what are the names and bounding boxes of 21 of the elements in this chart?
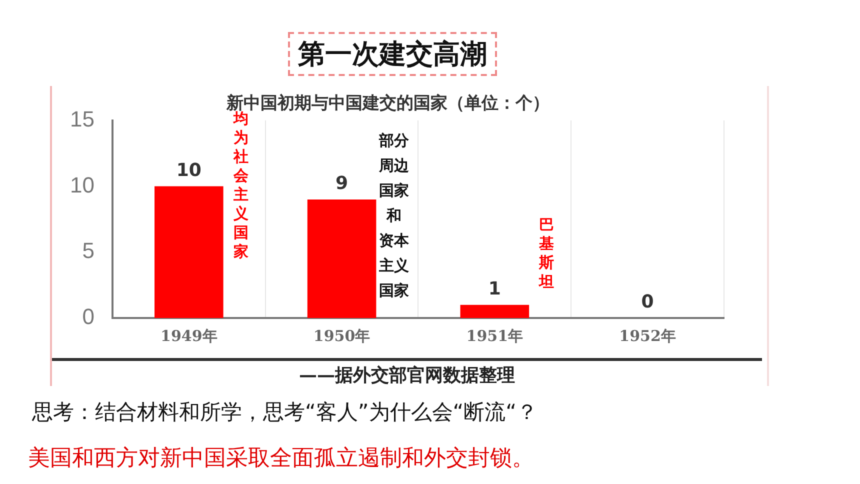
data-label: 0 — [641, 292, 654, 313]
x-tick-label: 1951年 — [466, 326, 524, 345]
bar — [307, 199, 376, 318]
data-label: 10 — [176, 160, 202, 181]
chart-title: 第一次建交高潮 — [288, 32, 497, 76]
y-tick-label: 0 — [82, 304, 94, 330]
y-tick-label: 5 — [82, 238, 94, 264]
annotation: 巴基斯坦 — [538, 215, 554, 290]
text: 美国和西方对新中国采取全面孤立遏制和外交封锁。 — [28, 445, 534, 473]
text: 思考：结合材料和所学，思考“客人”为什么会“断流“？ — [32, 399, 538, 426]
y-tick-label: 15 — [70, 106, 94, 132]
x-tick-label: 1949年 — [160, 326, 218, 345]
text: ——据外交部官网数据整理 — [52, 358, 762, 387]
y-tick-label: 10 — [70, 172, 94, 198]
data-label: 1 — [488, 278, 501, 300]
data-label: 9 — [336, 173, 348, 194]
bar — [460, 304, 530, 318]
bar — [154, 186, 224, 318]
x-tick-label: 1950年 — [313, 326, 370, 345]
x-tick-label: 1952年 — [619, 326, 676, 345]
annotation: 部分周边国家和资本主义国家 — [378, 131, 410, 300]
